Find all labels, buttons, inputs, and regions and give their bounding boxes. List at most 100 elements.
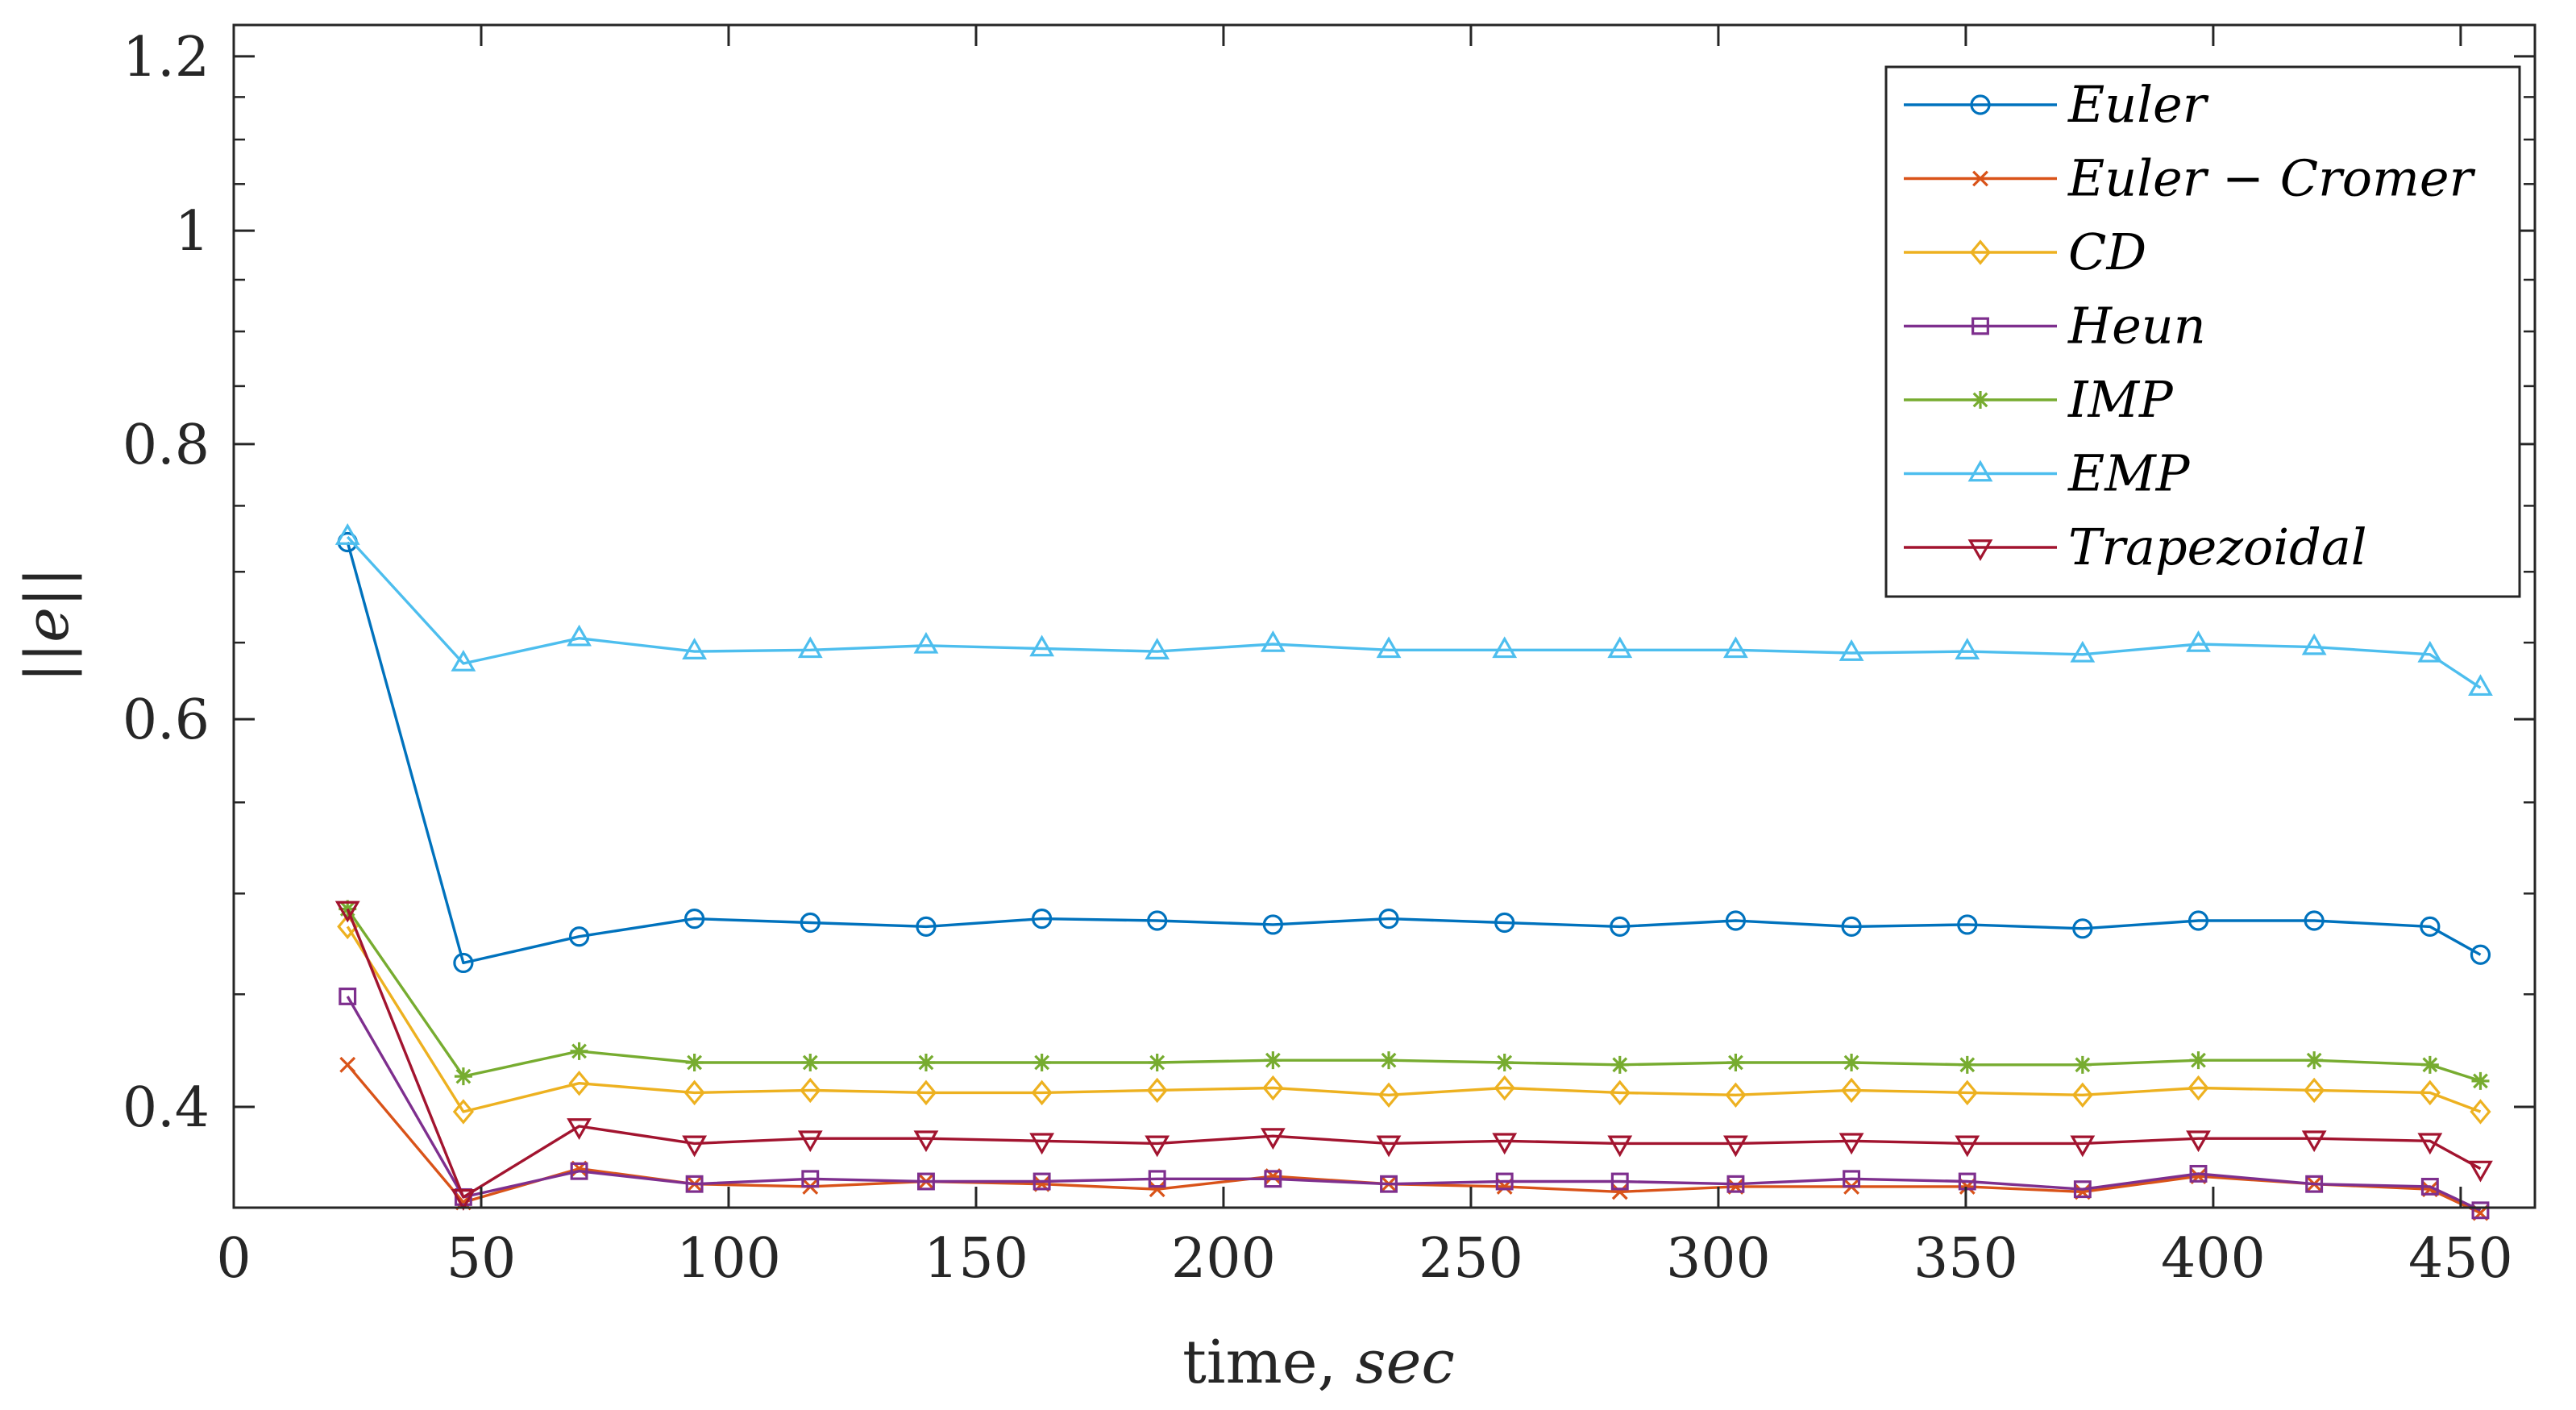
data-point	[916, 1053, 935, 1071]
data-point	[570, 1042, 588, 1060]
legend-entry-2: Euler − Cromer	[1904, 149, 2476, 208]
data-point	[1725, 910, 1747, 931]
series-line	[346, 996, 2482, 1212]
data-point	[1029, 634, 1055, 657]
data-point	[334, 523, 360, 545]
data-point	[2420, 1055, 2439, 1074]
data-point	[1148, 1053, 1166, 1071]
data-point	[1380, 1175, 1398, 1193]
data-point	[1611, 1183, 1628, 1200]
legend-marker	[1967, 460, 1993, 482]
data-point	[917, 1172, 935, 1191]
data-point	[334, 900, 360, 923]
data-point	[567, 1118, 592, 1140]
data-point	[1494, 1075, 1515, 1101]
data-point	[2468, 1160, 2493, 1183]
y-axis-title: ||e||	[13, 567, 82, 683]
data-point	[2073, 1055, 2092, 1074]
data-point	[568, 926, 590, 947]
data-point	[682, 638, 708, 659]
legend-entry-4: Heun	[1904, 297, 2206, 356]
data-point	[2188, 910, 2209, 931]
x-tick-label: 400	[2161, 1227, 2266, 1291]
data-point	[1149, 1181, 1165, 1198]
data-point	[1841, 916, 1862, 937]
data-point	[1609, 1079, 1631, 1106]
series-5	[339, 900, 2490, 1090]
legend-marker	[1967, 539, 1993, 561]
data-point	[2186, 1130, 2211, 1153]
data-point	[801, 1170, 820, 1188]
data-point	[452, 1099, 474, 1125]
data-point	[1147, 910, 1168, 931]
data-point	[2305, 1051, 2324, 1070]
series-line	[346, 908, 2482, 1083]
data-point	[1495, 1053, 1514, 1071]
data-point	[685, 1175, 704, 1193]
x-tick-label: 200	[1171, 1227, 1276, 1291]
legend-label: Trapezoidal	[2068, 518, 2367, 576]
data-point	[1377, 1082, 1400, 1108]
data-point	[1607, 636, 1633, 659]
data-point	[2188, 1075, 2209, 1101]
legend-entry-5: IMP	[1904, 370, 2174, 429]
series-1	[337, 531, 2491, 974]
legend-label: IMP	[2067, 370, 2174, 429]
data-point	[1610, 1055, 1629, 1074]
axes-box	[232, 23, 2537, 1209]
legend-marker	[1970, 94, 1991, 115]
series-3	[337, 913, 2491, 1125]
data-point	[2070, 640, 2096, 663]
data-point	[1492, 636, 1518, 659]
y-tick-label: 1	[175, 200, 210, 264]
data-point	[1723, 636, 1748, 659]
legend-label: CD	[2068, 223, 2146, 281]
y-tick-label: 0.4	[123, 1076, 210, 1140]
data-point	[451, 1189, 476, 1211]
data-point	[1726, 1175, 1745, 1193]
data-point	[339, 1056, 356, 1073]
data-point	[800, 912, 821, 934]
data-point	[1378, 908, 1399, 930]
data-point	[1146, 1077, 1168, 1104]
data-point	[915, 1079, 937, 1106]
data-point	[682, 1135, 708, 1158]
data-point	[1958, 1055, 1976, 1074]
data-point	[1032, 908, 1053, 930]
legend-marker	[1969, 239, 1992, 265]
legend: Euler Euler − Cromer CD Heun IMP EMP Trapezoid…	[1884, 65, 2521, 598]
legend-marker	[1971, 391, 1989, 409]
legend-label: Heun	[2067, 297, 2206, 356]
legend-entry-7: Trapezoidal	[1904, 518, 2367, 576]
data-point	[916, 916, 937, 937]
legend-label: EMP	[2067, 444, 2191, 503]
data-point	[1148, 1170, 1166, 1188]
data-point	[1725, 1082, 1747, 1108]
data-point	[339, 900, 357, 918]
series-6	[334, 523, 2493, 697]
x-axis-title-main: time,	[1182, 1328, 1336, 1397]
data-point	[1495, 1172, 1514, 1191]
data-point	[1145, 1135, 1170, 1158]
data-point	[1032, 1053, 1051, 1071]
data-point	[2419, 1079, 2441, 1106]
legend-marker	[1972, 170, 1988, 187]
series-line	[346, 925, 2482, 1113]
data-point	[1610, 916, 1631, 937]
x-axis-title-unit: sec	[1356, 1328, 1455, 1397]
data-point	[2417, 640, 2443, 663]
data-point	[2305, 1175, 2324, 1193]
data-point	[1955, 638, 1980, 659]
data-point	[2073, 1180, 2092, 1199]
legend-label: Euler	[2067, 75, 2209, 134]
x-tick-label: 100	[676, 1227, 781, 1291]
legend-label: Euler − Cromer	[2067, 149, 2476, 208]
data-point	[453, 952, 474, 974]
data-point	[2301, 633, 2327, 655]
data-point	[913, 1130, 939, 1153]
data-point	[2420, 1177, 2439, 1196]
data-point	[1841, 1077, 1863, 1104]
data-point	[1380, 1051, 1398, 1070]
data-point	[1607, 1135, 1633, 1158]
data-point	[2072, 918, 2093, 939]
